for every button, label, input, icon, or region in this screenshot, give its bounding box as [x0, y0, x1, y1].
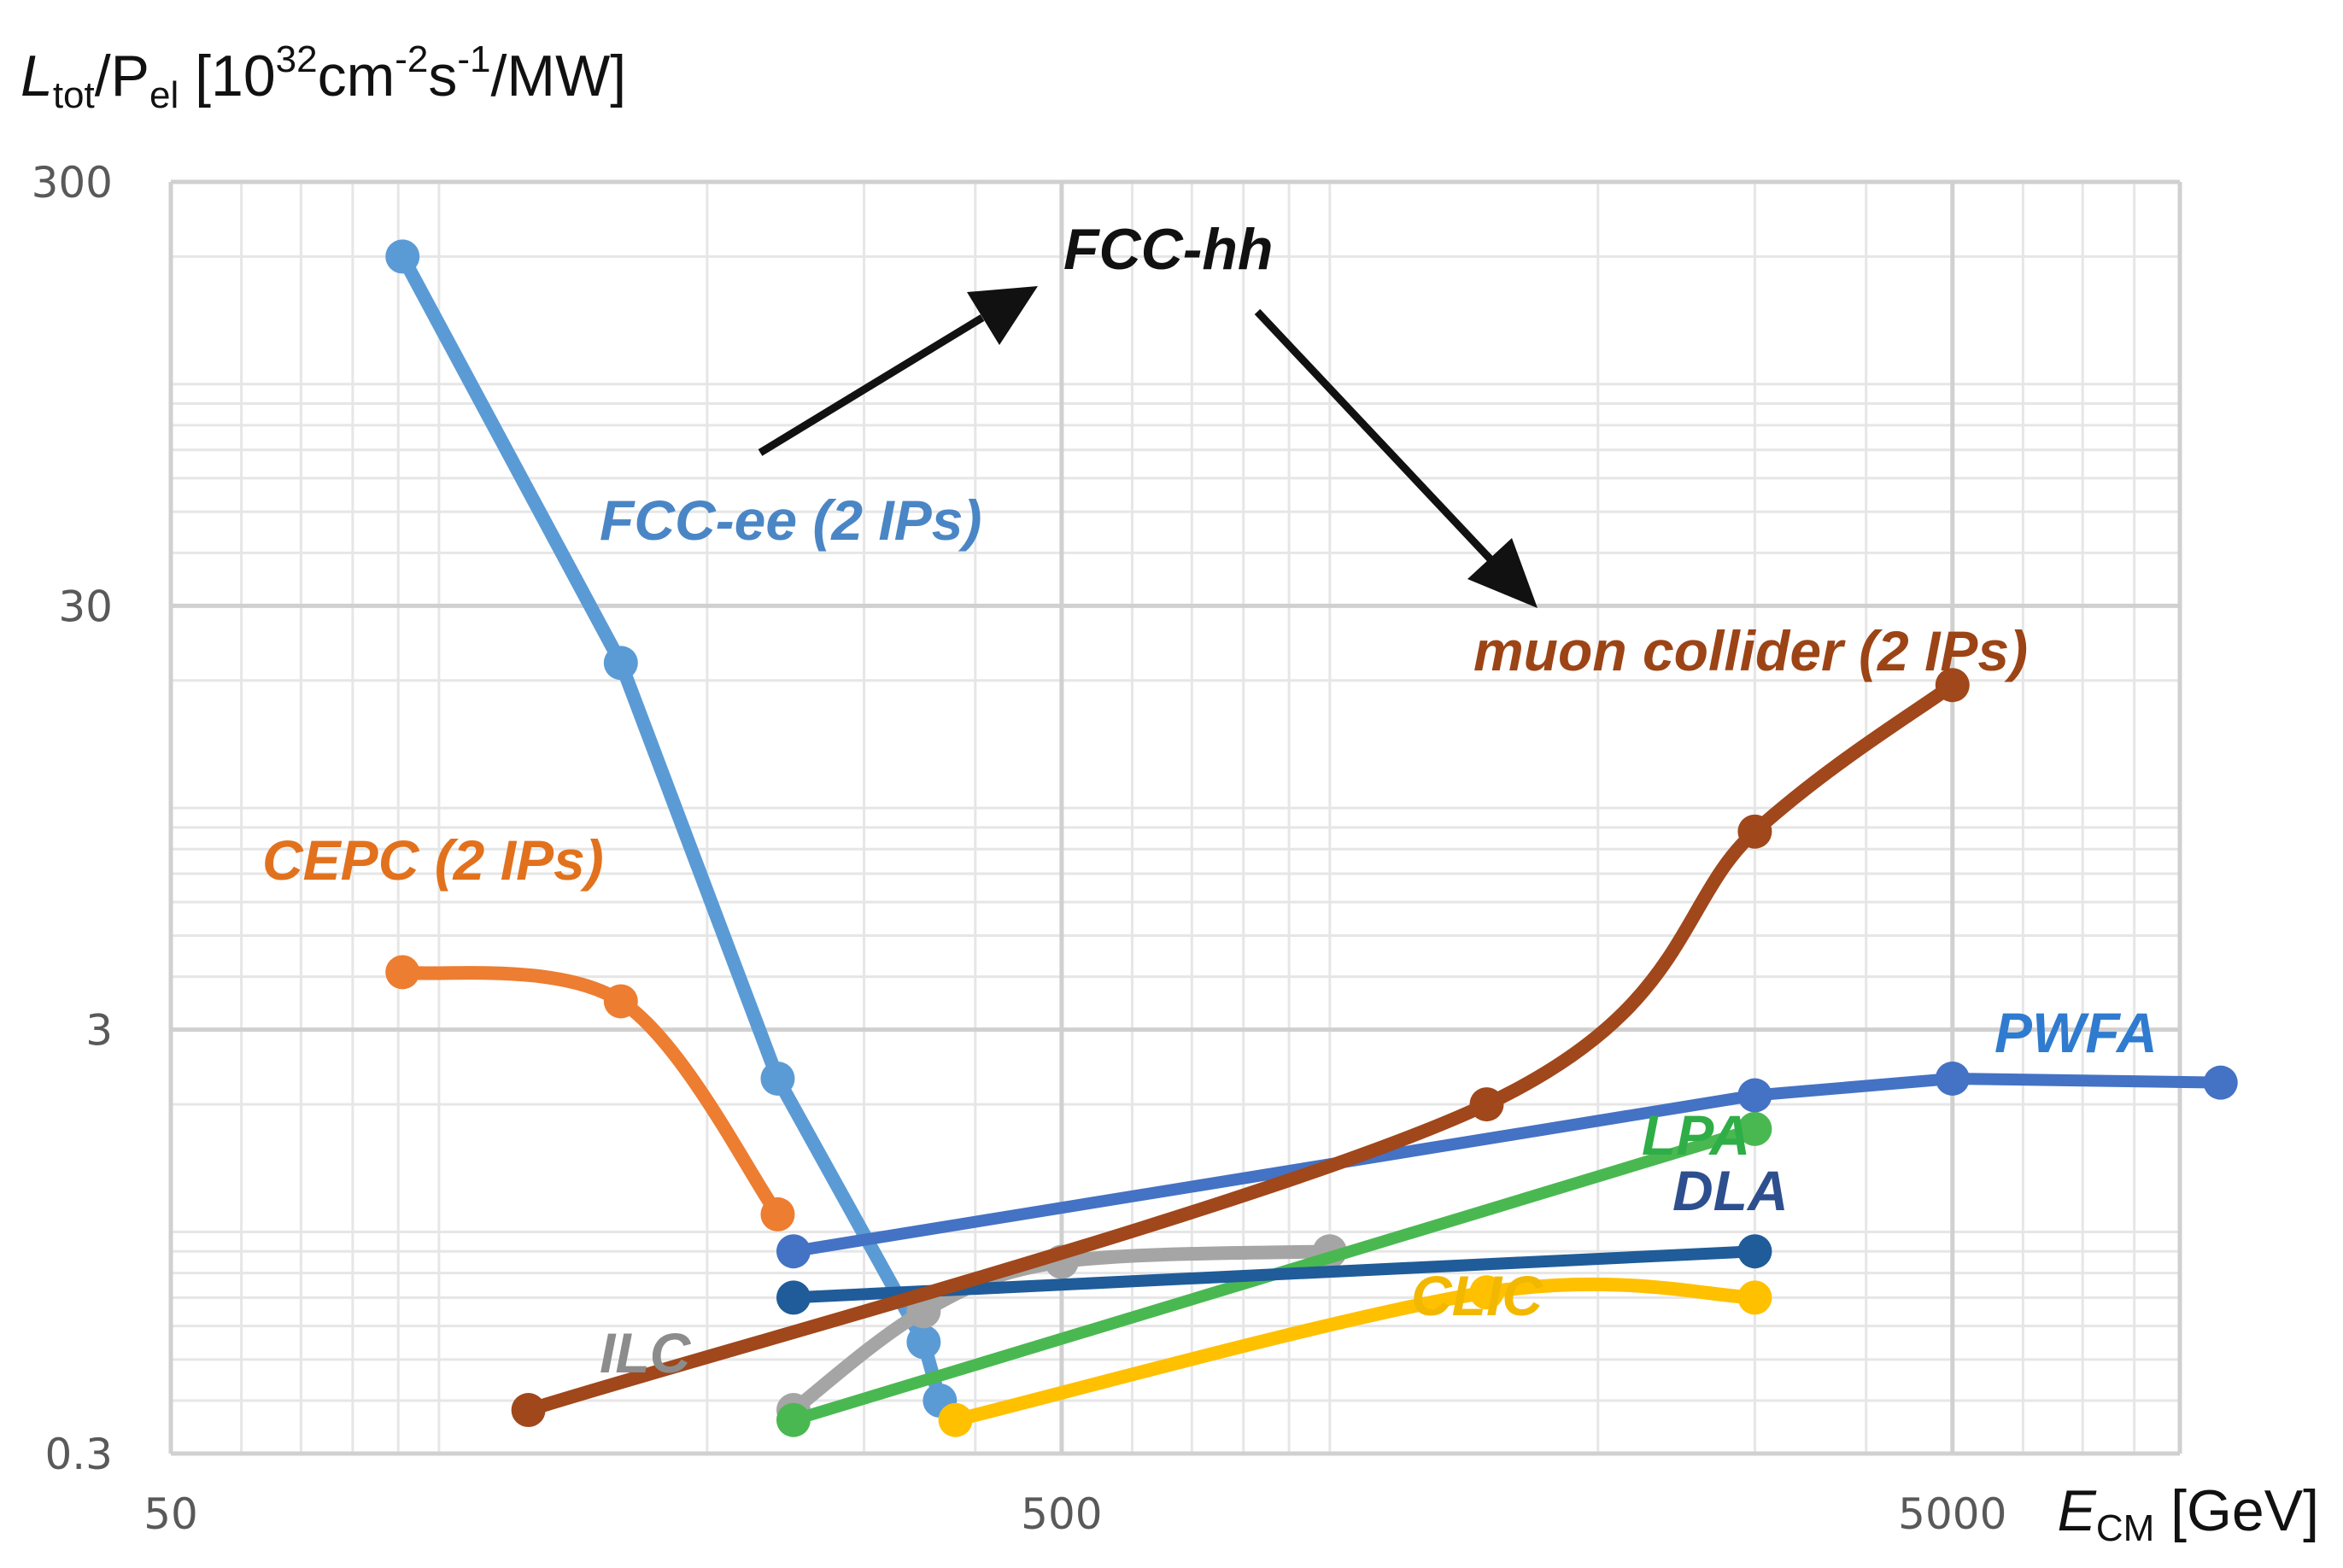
x-tick-label: 5000: [1898, 1489, 2006, 1539]
data-point-lpa: [776, 1402, 811, 1437]
x-axis-title: ECM [GeV]: [2057, 1478, 2319, 1549]
arrow-to-fcc-hh: [758, 314, 985, 456]
data-point-dla: [776, 1280, 811, 1315]
label-cepc: CEPC (2 IPs): [262, 828, 604, 892]
data-point-pwfa: [1737, 1078, 1772, 1113]
fcc-hh-label: FCC-hh: [1063, 217, 1273, 282]
data-point-clic: [938, 1402, 973, 1437]
series-line-clic: [948, 1277, 1762, 1427]
data-point-cepc-2-ips: [760, 1196, 795, 1232]
data-point-pwfa: [2203, 1065, 2238, 1100]
series-layer: [385, 239, 2238, 1437]
x-tick-label: 50: [144, 1489, 198, 1539]
label-dla: DLA: [1672, 1159, 1789, 1222]
tick-labels: 50 500 5000 0.3 3 30 300: [32, 158, 2007, 1539]
series-line-pwfa: [787, 1072, 2227, 1258]
series-muon-collider-2-ips: [511, 668, 1970, 1428]
data-point-muon-collider-2-ips: [1737, 814, 1772, 849]
label-clic: CLIC: [1411, 1264, 1543, 1327]
data-point-fcc-ee-2-ips: [385, 239, 420, 274]
data-point-clic: [1737, 1280, 1772, 1315]
data-point-pwfa: [1935, 1061, 1970, 1096]
label-pwfa: PWFA: [1994, 1001, 2158, 1064]
label-muon-collider: muon collider (2 IPs): [1473, 619, 2028, 682]
data-point-clic: [1469, 1275, 1504, 1310]
series-clic: [938, 1275, 1772, 1437]
y-tick-label: 300: [32, 158, 113, 208]
series-labels: FCC-ee (2 IPs) CEPC (2 IPs) ILC CLIC LPA…: [262, 489, 2158, 1384]
data-point-pwfa: [776, 1234, 811, 1269]
y-tick-label: 3: [85, 1006, 113, 1056]
data-point-muon-collider-2-ips: [1469, 1087, 1504, 1122]
arrow-head-fcc-hh: [967, 286, 1038, 345]
data-point-muon-collider-2-ips: [1935, 668, 1970, 703]
x-tick-label: 500: [1021, 1489, 1102, 1539]
arrow-head-muon-collider: [1467, 538, 1538, 608]
label-ilc: ILC: [600, 1321, 692, 1384]
series-line-cepc-2-ips: [395, 965, 785, 1221]
data-point-fcc-ee-2-ips: [760, 1061, 795, 1096]
data-point-muon-collider-2-ips: [511, 1393, 546, 1428]
data-point-fcc-ee-2-ips: [603, 646, 638, 681]
data-point-cepc-2-ips: [385, 955, 420, 990]
data-point-dla: [1737, 1234, 1772, 1269]
label-fcc-ee: FCC-ee (2 IPs): [600, 489, 981, 552]
label-lpa: LPA: [1642, 1103, 1750, 1167]
data-point-lpa: [1737, 1111, 1772, 1146]
series-cepc-2-ips: [385, 955, 795, 1232]
series-pwfa: [776, 1061, 2238, 1269]
y-axis-title: Ltot/Pel [1032cm-2s-1/MW]: [21, 38, 626, 116]
fcc-hh-annotation: FCC-hh: [758, 217, 1538, 608]
data-point-cepc-2-ips: [603, 984, 638, 1019]
grid: [168, 179, 2182, 1456]
arrow-to-muon-collider: [1254, 308, 1494, 563]
series-line-muon-collider-2-ips: [521, 678, 1959, 1418]
y-tick-label: 0.3: [44, 1430, 113, 1479]
data-point-fcc-ee-2-ips: [906, 1325, 941, 1360]
y-tick-label: 30: [58, 582, 113, 631]
